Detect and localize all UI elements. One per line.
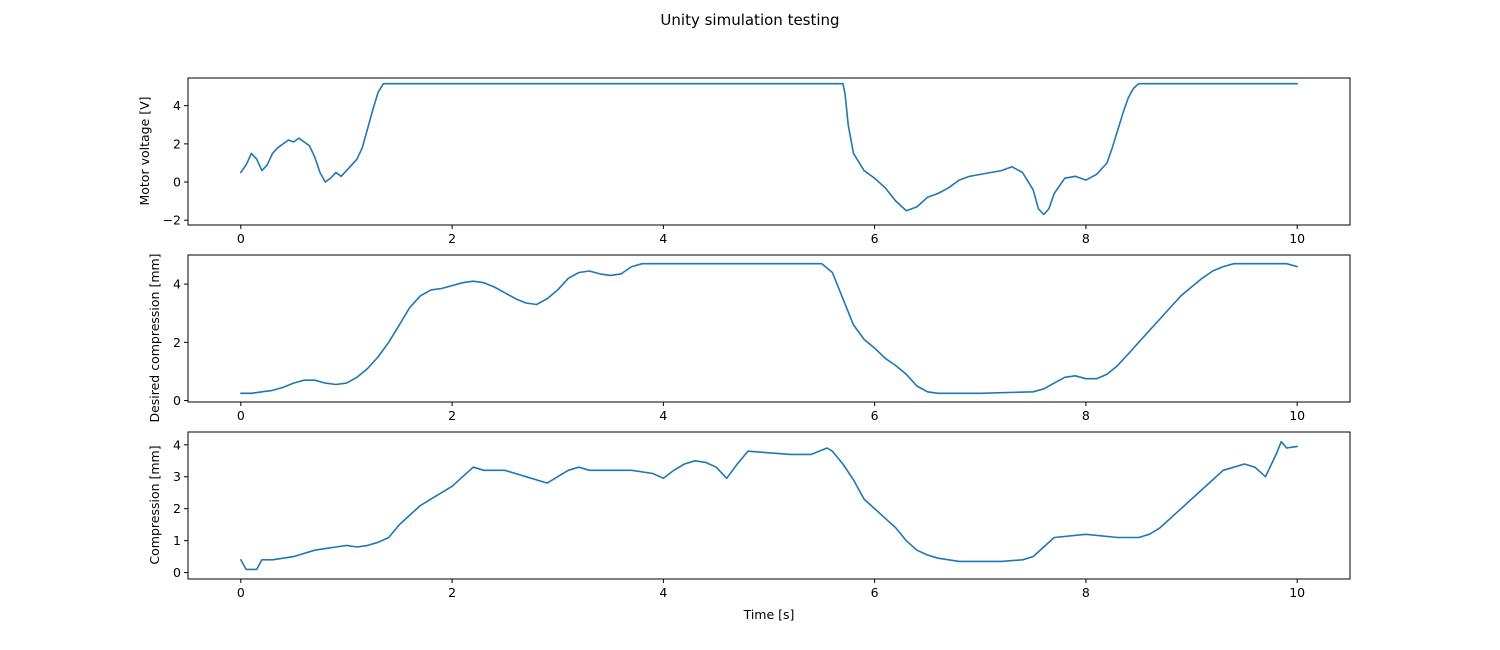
x-tick-label: 10: [1289, 408, 1305, 423]
x-ticks-compression: 0 2 4 6 8 10: [237, 579, 1305, 600]
series-line-motor-voltage-0: [240, 82, 1298, 216]
y-tick-label: 3: [173, 469, 181, 484]
x-tick-label: 4: [659, 585, 667, 600]
y-ticks-motor-voltage: −2 0 2 4: [163, 98, 188, 228]
axes-desired-compression: 0 2 4 6 8 10 0 2 4 Desired compression [mm]: [147, 253, 1351, 423]
axes-compression: 0 2 4 6 8 10 0 1 2 3 4 Compression [mm] Time [s]: [147, 431, 1351, 622]
x-tick-label: 0: [237, 231, 245, 246]
x-tick-label: 6: [871, 408, 879, 423]
x-tick-label: 2: [448, 408, 456, 423]
y-tick-label: 2: [173, 136, 181, 151]
y-tick-label: −2: [163, 213, 181, 228]
y-ticks-compression: 0 1 2 3 4: [173, 437, 188, 580]
y-tick-label: 0: [173, 175, 181, 190]
series-layer-motor-voltage: [240, 82, 1298, 216]
y-tick-label: 2: [173, 501, 181, 516]
x-tick-label: 4: [659, 231, 667, 246]
x-tick-label: 6: [871, 585, 879, 600]
y-tick-label: 0: [173, 393, 181, 408]
axes-motor-voltage: 0 2 4 6 8 10 −2 0 2 4 Motor voltage [V]: [137, 77, 1351, 246]
x-tick-label: 8: [1082, 408, 1090, 423]
ylabel-desired-compression: Desired compression [mm]: [147, 253, 162, 422]
y-tick-label: 0: [173, 565, 181, 580]
series-layer-desired-compression: [240, 262, 1298, 395]
x-tick-label: 8: [1082, 585, 1090, 600]
series-line-desired-compression-0: [240, 262, 1298, 395]
x-tick-label: 2: [448, 231, 456, 246]
x-ticks-motor-voltage: 0 2 4 6 8 10: [237, 225, 1305, 246]
x-tick-label: 6: [871, 231, 879, 246]
y-tick-label: 4: [173, 437, 181, 452]
x-tick-label: 0: [237, 408, 245, 423]
y-ticks-desired-compression: 0 2 4: [173, 277, 188, 408]
y-tick-label: 1: [173, 533, 181, 548]
series-layer-compression: [240, 440, 1298, 571]
y-tick-label: 2: [173, 335, 181, 350]
y-tick-label: 4: [173, 98, 181, 113]
series-line-compression-0: [240, 440, 1298, 571]
axes-frame-motor-voltage: [187, 77, 1351, 226]
x-tick-label: 8: [1082, 231, 1090, 246]
x-ticks-desired-compression: 0 2 4 6 8 10: [237, 402, 1305, 423]
xlabel-compression: Time [s]: [743, 607, 795, 622]
x-tick-label: 4: [659, 408, 667, 423]
ylabel-compression: Compression [mm]: [147, 445, 162, 564]
x-tick-label: 2: [448, 585, 456, 600]
figure-title: Unity simulation testing: [660, 11, 839, 29]
x-tick-label: 10: [1289, 585, 1305, 600]
x-tick-label: 10: [1289, 231, 1305, 246]
axes-frame-desired-compression: [187, 254, 1351, 403]
x-tick-label: 0: [237, 585, 245, 600]
axes-frame-compression: [187, 431, 1351, 580]
y-tick-label: 4: [173, 277, 181, 292]
ylabel-motor-voltage: Motor voltage [V]: [137, 96, 152, 205]
